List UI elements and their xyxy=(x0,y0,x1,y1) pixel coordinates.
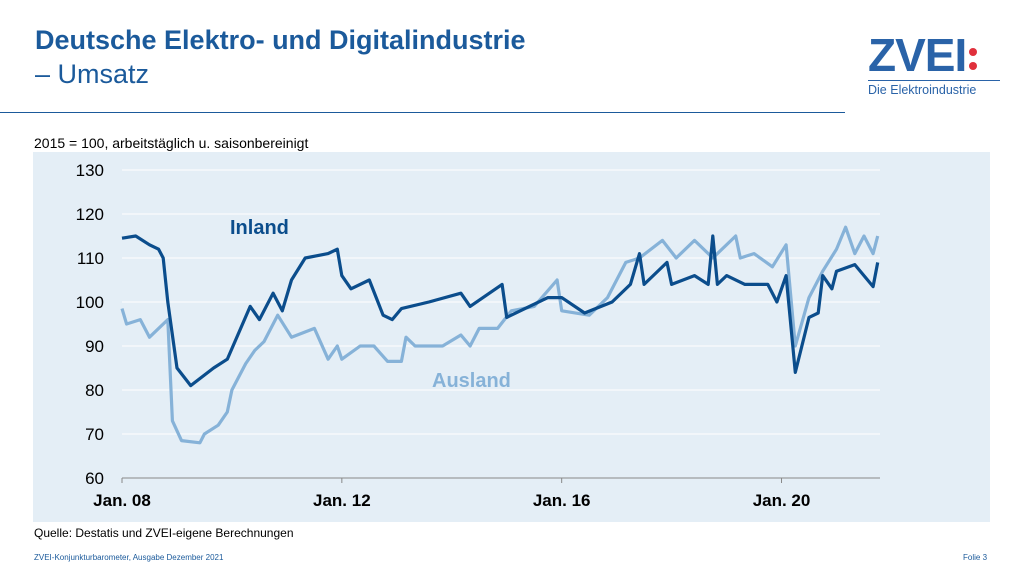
y-tick-label: 80 xyxy=(85,381,104,400)
y-tick-label: 100 xyxy=(76,293,104,312)
series-label-ausland: Ausland xyxy=(432,370,511,392)
x-tick-label: Jan. 16 xyxy=(533,491,591,510)
y-tick-label: 70 xyxy=(85,425,104,444)
zvei-logo: ZVEI Die Elektroindustrie xyxy=(868,30,1008,105)
slide-title: Deutsche Elektro- und Digitalindustrie xyxy=(35,25,526,55)
x-tick-label: Jan. 08 xyxy=(93,491,151,510)
series-line-inland xyxy=(121,234,880,388)
footer-publication: ZVEI-Konjunkturbarometer, Ausgabe Dezemb… xyxy=(34,553,224,562)
slide-subtitle-line: – Umsatz xyxy=(35,59,150,89)
series-line-ausland xyxy=(120,225,880,445)
series-label-inland: Inland xyxy=(230,217,289,239)
source-note: Quelle: Destatis und ZVEI-eigene Berechn… xyxy=(34,526,294,540)
logo-tagline: Die Elektroindustrie xyxy=(868,80,1000,97)
y-tick-label: 130 xyxy=(76,161,104,180)
y-tick-label: 110 xyxy=(77,249,104,268)
x-tick-label: Jan. 20 xyxy=(753,491,811,510)
x-tick-label: Jan. 12 xyxy=(313,491,371,510)
y-tick-label: 120 xyxy=(76,205,104,224)
header-divider xyxy=(0,112,845,113)
y-tick-label: 90 xyxy=(85,337,104,356)
logo-text: ZVEI xyxy=(868,29,967,81)
footer-slide-number: Folie 3 xyxy=(963,553,988,562)
chart-note: 2015 = 100, arbeitstäglich u. saisonbere… xyxy=(34,135,309,151)
y-tick-label: 60 xyxy=(85,469,104,488)
